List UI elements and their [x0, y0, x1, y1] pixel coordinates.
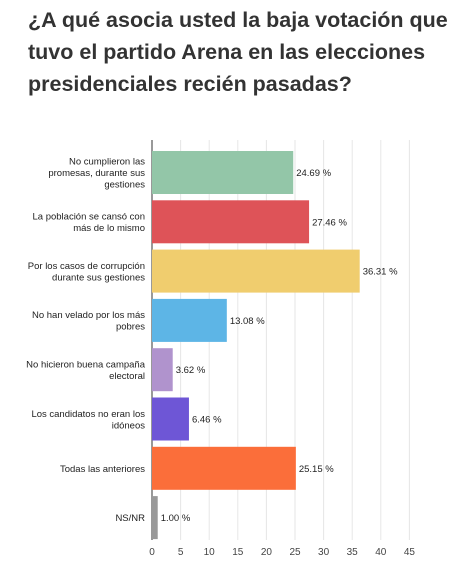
category-label: Los candidatos no eran los idóneos	[31, 409, 145, 432]
category-label: Por los casos de corrupción durante sus g…	[28, 261, 145, 284]
category-label: No han velado por los más pobres	[32, 310, 145, 333]
x-tick-label: 20	[261, 547, 273, 558]
bar	[152, 397, 189, 441]
category-label: La población se cansó con más de lo mismo	[33, 212, 146, 235]
category-label: Todas las anteriores	[60, 464, 145, 475]
bar	[152, 249, 360, 293]
x-tick-label: 5	[178, 547, 184, 558]
x-tick-label: 15	[232, 547, 244, 558]
x-tick-label: 45	[404, 547, 416, 558]
x-tick-label: 10	[204, 547, 216, 558]
x-tick-label: 35	[347, 547, 359, 558]
value-label: 25.15 %	[299, 464, 334, 475]
bar	[152, 446, 296, 490]
bar	[152, 298, 227, 342]
value-label: 6.46 %	[192, 415, 222, 426]
value-label: 13.08 %	[230, 316, 265, 327]
value-label: 24.69 %	[296, 168, 331, 179]
x-tick-label: 25	[289, 547, 301, 558]
value-label: 3.62 %	[176, 365, 206, 376]
value-label: 36.31 %	[363, 267, 398, 278]
bar	[152, 348, 173, 392]
bar	[152, 151, 294, 194]
category-label: No hicieron buena campaña electoral	[26, 359, 146, 382]
bar	[152, 496, 158, 540]
chart-title: ¿A qué asocia usted la baja votación que…	[28, 8, 448, 96]
value-label: 1.00 %	[161, 513, 191, 524]
x-tick-label: 40	[375, 547, 387, 558]
bar	[152, 200, 310, 244]
x-tick-label: 0	[149, 547, 155, 558]
category-label: NS/NR	[115, 513, 145, 524]
category-label: No cumplieron las promesas, durante sus ge…	[48, 157, 145, 191]
x-tick-label: 30	[318, 547, 330, 558]
value-label: 27.46 %	[312, 217, 347, 228]
